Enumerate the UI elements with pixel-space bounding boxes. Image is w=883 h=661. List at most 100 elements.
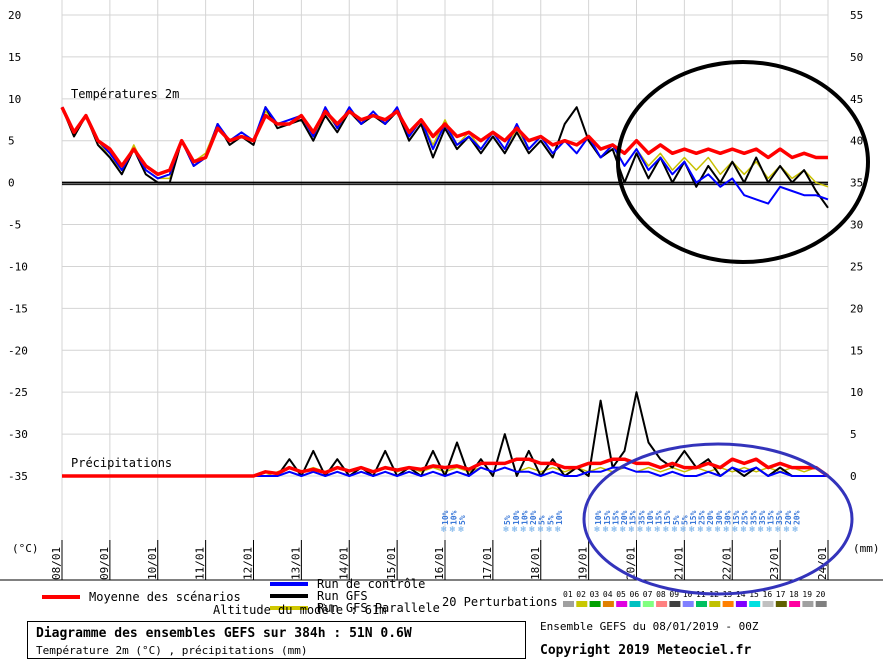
- legend-perturbation-number: 05: [616, 590, 626, 599]
- x-tick-label: 10/01: [146, 547, 159, 580]
- x-tick-label: 23/01: [768, 547, 781, 580]
- legend-perturbation-number: 04: [603, 590, 613, 599]
- snow-probability-label: 20%: [529, 510, 538, 525]
- title-box: Diagramme des ensembles GEFS sur 384h : …: [27, 621, 526, 659]
- right-tick-label: 5: [850, 428, 857, 441]
- left-unit-label: (°C): [12, 542, 39, 555]
- temp-line-moyenne-des-sc-narios: [60, 106, 828, 177]
- snow-probability-label: 20%: [620, 510, 629, 525]
- legend-perturbation-swatch: [616, 601, 628, 607]
- snow-flake-icon: ❄: [538, 525, 544, 535]
- legend-perturbation-number: 15: [749, 590, 759, 599]
- left-tick-label: 10: [8, 93, 21, 106]
- right-tick-label: 10: [850, 386, 863, 399]
- legend-perturbation-number: 01: [563, 590, 573, 599]
- legend-perturbation-number: 18: [789, 590, 799, 599]
- legend-perturbation-swatch: [602, 601, 614, 607]
- legend-perturbation-number: 10: [683, 590, 693, 599]
- precip-line-run-de-contr-le: [62, 466, 828, 477]
- x-tick-label: 16/01: [433, 547, 446, 580]
- snow-probability-label: 15%: [767, 510, 776, 525]
- right-tick-label: 0: [850, 470, 857, 483]
- legend-perturbation-swatch: [656, 601, 668, 607]
- snow-flake-icon: ❄: [594, 525, 600, 535]
- legend-perturbation-swatch: [815, 601, 827, 607]
- snow-probability-label: 10%: [441, 510, 450, 525]
- x-tick-label: 08/01: [50, 547, 63, 580]
- legend-perturbation-number: 07: [643, 590, 653, 599]
- legend-perturbation-swatch: [629, 601, 641, 607]
- snow-probability-label: 10%: [450, 510, 459, 525]
- ensemble-run-label: Ensemble GEFS du 08/01/2019 - 00Z: [540, 620, 759, 633]
- snow-flake-icon: ❄: [611, 525, 617, 535]
- right-tick-label: 45: [850, 93, 863, 106]
- left-tick-label: 5: [8, 135, 15, 148]
- x-tick-label: 09/01: [98, 547, 111, 580]
- legend-perturbation-number: 08: [656, 590, 666, 599]
- legend-perturbation-swatch: [576, 601, 588, 607]
- chart-subtitle: Température 2m (°C) , précipitations (mm…: [36, 644, 308, 657]
- snow-flake-icon: ❄: [520, 525, 526, 535]
- snow-flake-icon: ❄: [450, 525, 456, 535]
- left-tick-label: -25: [8, 386, 28, 399]
- legend-perturbation-swatch: [762, 601, 774, 607]
- snow-probability-label: 10%: [555, 510, 564, 525]
- snow-probability-label: 20%: [706, 510, 715, 525]
- snow-flake-icon: ❄: [732, 525, 738, 535]
- x-tick-label: 15/01: [385, 547, 398, 580]
- left-tick-label: -15: [8, 302, 28, 315]
- left-tick-label: -30: [8, 428, 28, 441]
- legend-perturbation-swatch: [642, 601, 654, 607]
- snow-probability-label: 25%: [698, 510, 707, 525]
- snow-probability-label: 5%: [503, 515, 512, 525]
- snow-probability-label: 10%: [646, 510, 655, 525]
- snow-flake-icon: ❄: [680, 525, 686, 535]
- snow-flake-icon: ❄: [749, 525, 755, 535]
- legend-perturbation-number: 14: [736, 590, 746, 599]
- snow-probability-label: 15%: [732, 510, 741, 525]
- legend-perturbation-swatch: [669, 601, 681, 607]
- snow-probability-label: 5%: [458, 515, 467, 525]
- chart-title: Diagramme des ensembles GEFS sur 384h : …: [36, 626, 412, 641]
- legend-perturbation-swatch: [735, 601, 747, 607]
- snow-flake-icon: ❄: [603, 525, 609, 535]
- snow-probability-label: 15%: [663, 510, 672, 525]
- snow-probability-label: 15%: [611, 510, 620, 525]
- x-tick-label: 24/01: [816, 547, 829, 580]
- right-tick-label: 20: [850, 302, 863, 315]
- legend-perturbation-swatch: [589, 601, 601, 607]
- snow-flake-icon: ❄: [503, 525, 509, 535]
- legend-perturbation-swatch: [722, 601, 734, 607]
- snow-flake-icon: ❄: [741, 525, 747, 535]
- snow-flake-icon: ❄: [758, 525, 764, 535]
- snow-probability-label: 20%: [792, 510, 801, 525]
- legend-perturbation-swatch: [775, 601, 787, 607]
- snow-flake-icon: ❄: [637, 525, 643, 535]
- snow-flake-icon: ❄: [620, 525, 626, 535]
- legend-perturbation-swatch: [563, 601, 574, 607]
- snow-flake-icon: ❄: [441, 525, 447, 535]
- snow-probability-label: 25%: [741, 510, 750, 525]
- precip-line-moyenne-des-sc-narios: [62, 457, 830, 478]
- right-tick-label: 15: [850, 344, 863, 357]
- snow-probability-label: 5%: [672, 515, 681, 525]
- left-tick-label: -10: [8, 260, 28, 273]
- temperature-section-label: Températures 2m: [71, 87, 179, 101]
- legend-perturbations-label: 20 Perturbations: [442, 595, 558, 609]
- legend-perturbation-number: 19: [802, 590, 812, 599]
- snow-probability-label: 35%: [775, 510, 784, 525]
- legend-perturbation-number: 02: [576, 590, 586, 599]
- legend-perturbation-swatch: [682, 601, 694, 607]
- snow-probability-label: 10%: [520, 510, 529, 525]
- x-tick-label: 11/01: [194, 547, 207, 580]
- legend-perturbation-swatch: [789, 601, 801, 607]
- altitude-label: Altitude du modèle : 61m: [213, 603, 387, 617]
- left-tick-label: -35: [8, 470, 28, 483]
- snow-flake-icon: ❄: [655, 525, 661, 535]
- left-tick-label: -20: [8, 344, 28, 357]
- snow-flake-icon: ❄: [629, 525, 635, 535]
- snow-probability-label: 35%: [637, 510, 646, 525]
- left-tick-label: 0: [8, 177, 15, 190]
- snow-probability-label: 30%: [715, 510, 724, 525]
